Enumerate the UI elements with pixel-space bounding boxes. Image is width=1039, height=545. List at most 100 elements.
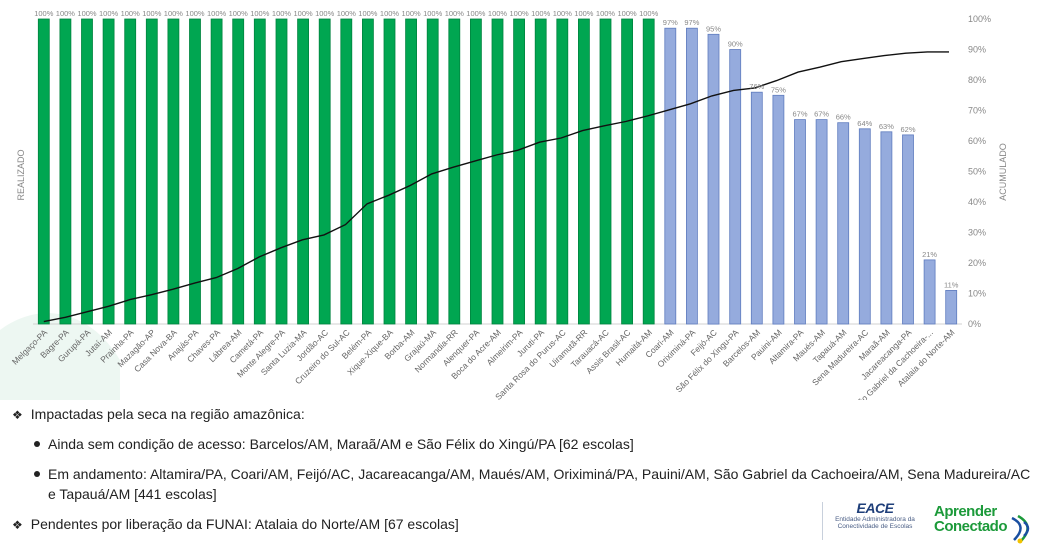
bullet-drought-impacted: ❖ Impactadas pela seca na região amazônic… [12, 406, 305, 422]
bar-value-label: 95% [706, 24, 721, 33]
bar-32 [707, 33, 720, 325]
bar-6 [145, 18, 158, 325]
bar-25 [556, 18, 569, 325]
bar-value-label: 63% [879, 122, 894, 131]
bar-20 [448, 18, 461, 325]
bar-value-label: 100% [56, 9, 76, 18]
bar-1 [37, 18, 50, 325]
bar-value-label: 100% [99, 9, 119, 18]
y-tick-label: 0% [968, 319, 981, 329]
bar-value-label: 100% [574, 9, 594, 18]
bar-value-label: 67% [792, 110, 807, 119]
bar-13 [297, 18, 310, 325]
diamond-bullet-icon: ❖ [12, 408, 23, 422]
bar-value-label: 100% [423, 9, 443, 18]
bar-42 [923, 259, 936, 325]
bar-14 [318, 18, 331, 325]
bar-value-label: 76% [749, 82, 764, 91]
y-tick-label: 100% [968, 14, 991, 24]
bar-10 [232, 18, 245, 325]
bar-value-label: 100% [358, 9, 378, 18]
bar-value-label: 100% [466, 9, 486, 18]
bullet-text: Impactadas pela seca na região amazônica… [30, 406, 305, 422]
y-axis-left-label: REALIZADO [16, 149, 26, 200]
bar-31 [686, 27, 698, 325]
bar-value-label: 100% [207, 9, 227, 18]
bar-5 [124, 18, 137, 325]
bar-value-label: 100% [142, 9, 162, 18]
y-tick-label: 40% [968, 197, 986, 207]
logo-divider [822, 502, 823, 540]
bar-21 [469, 18, 482, 325]
bar-22 [491, 18, 504, 325]
bar-15 [340, 18, 353, 325]
y-tick-label: 50% [968, 167, 986, 177]
bar-value-label: 100% [294, 9, 314, 18]
bar-chart: 100% 100% 100% 100% 100% 100% 100% 100% 100% 100%… [0, 9, 1008, 400]
y-axis-right-label: ACUMULADO [998, 143, 1008, 201]
wifi-wave-icon [1011, 514, 1030, 544]
bar-value-label: 64% [857, 119, 872, 128]
diamond-bullet-icon: ❖ [12, 518, 23, 532]
bar-value-label: 62% [900, 125, 915, 134]
bar-value-label: 97% [663, 18, 678, 27]
eace-logo: EACE Entidade Administradora da Conectiv… [826, 500, 924, 530]
bar-35 [772, 94, 785, 325]
bar-19 [426, 18, 439, 325]
bar-value-label: 90% [728, 40, 743, 49]
eace-logo-sub2: Conectividade de Escolas [837, 523, 913, 530]
bar-4 [102, 18, 115, 325]
bar-33 [729, 49, 742, 325]
bar-value-label: 100% [380, 9, 400, 18]
aprender-conectado-logo: Aprender Conectado [934, 504, 1034, 534]
bar-value-label: 100% [337, 9, 357, 18]
bar-value-label: 97% [684, 18, 699, 27]
bar-30 [664, 27, 677, 325]
bar-39 [858, 128, 871, 325]
bullet-text: Pendentes por liberação da FUNAI: Atalai… [30, 516, 459, 532]
aprender-logo-line2: Conectado [934, 518, 1008, 535]
bar-value-label: 75% [771, 85, 786, 94]
bar-28 [621, 18, 633, 325]
bar-value-label: 100% [531, 9, 551, 18]
bar-7 [167, 18, 180, 325]
bar-value-label: 100% [596, 9, 616, 18]
bar-8 [189, 18, 201, 325]
bar-24 [534, 18, 547, 325]
bar-value-label: 100% [272, 9, 292, 18]
y-tick-label: 80% [968, 75, 986, 85]
y-tick-label: 60% [968, 136, 986, 146]
bar-12 [275, 18, 288, 325]
bullet-text: Em andamento: Altamira/PA, Coari/AM, Fei… [48, 466, 1031, 502]
bar-value-label: 100% [553, 9, 573, 18]
dot-bullet-icon [34, 471, 40, 477]
bar-value-label: 100% [34, 9, 54, 18]
bar-26 [578, 18, 590, 325]
y-tick-label: 30% [968, 228, 986, 238]
bar-value-label: 100% [185, 9, 205, 18]
eace-logo-mark: EACE [856, 500, 894, 516]
bar-34 [750, 91, 763, 325]
bar-23 [513, 18, 525, 325]
bar-value-label: 100% [315, 9, 335, 18]
bar-36 [794, 119, 806, 325]
bar-value-label: 21% [922, 250, 937, 259]
bullet-funai-pending: ❖ Pendentes por liberação da FUNAI: Atala… [12, 516, 459, 532]
bar-41 [902, 134, 914, 325]
bar-2 [59, 18, 72, 325]
bar-value-label: 100% [164, 9, 184, 18]
bar-value-label: 100% [510, 9, 530, 18]
bar-37 [815, 119, 828, 325]
bar-value-label: 100% [121, 9, 141, 18]
bar-29 [642, 18, 655, 325]
bar-17 [383, 18, 396, 325]
bar-9 [210, 18, 223, 325]
bar-value-label: 100% [445, 9, 465, 18]
bar-18 [405, 18, 418, 325]
bar-value-label: 100% [639, 9, 659, 18]
dot-bullet-icon [34, 441, 40, 448]
y-tick-label: 20% [968, 258, 986, 268]
y-tick-label: 90% [968, 45, 986, 55]
bar-3 [81, 18, 93, 325]
bullet-no-access: Ainda sem condição de acesso: Barcelos/A… [34, 436, 634, 452]
